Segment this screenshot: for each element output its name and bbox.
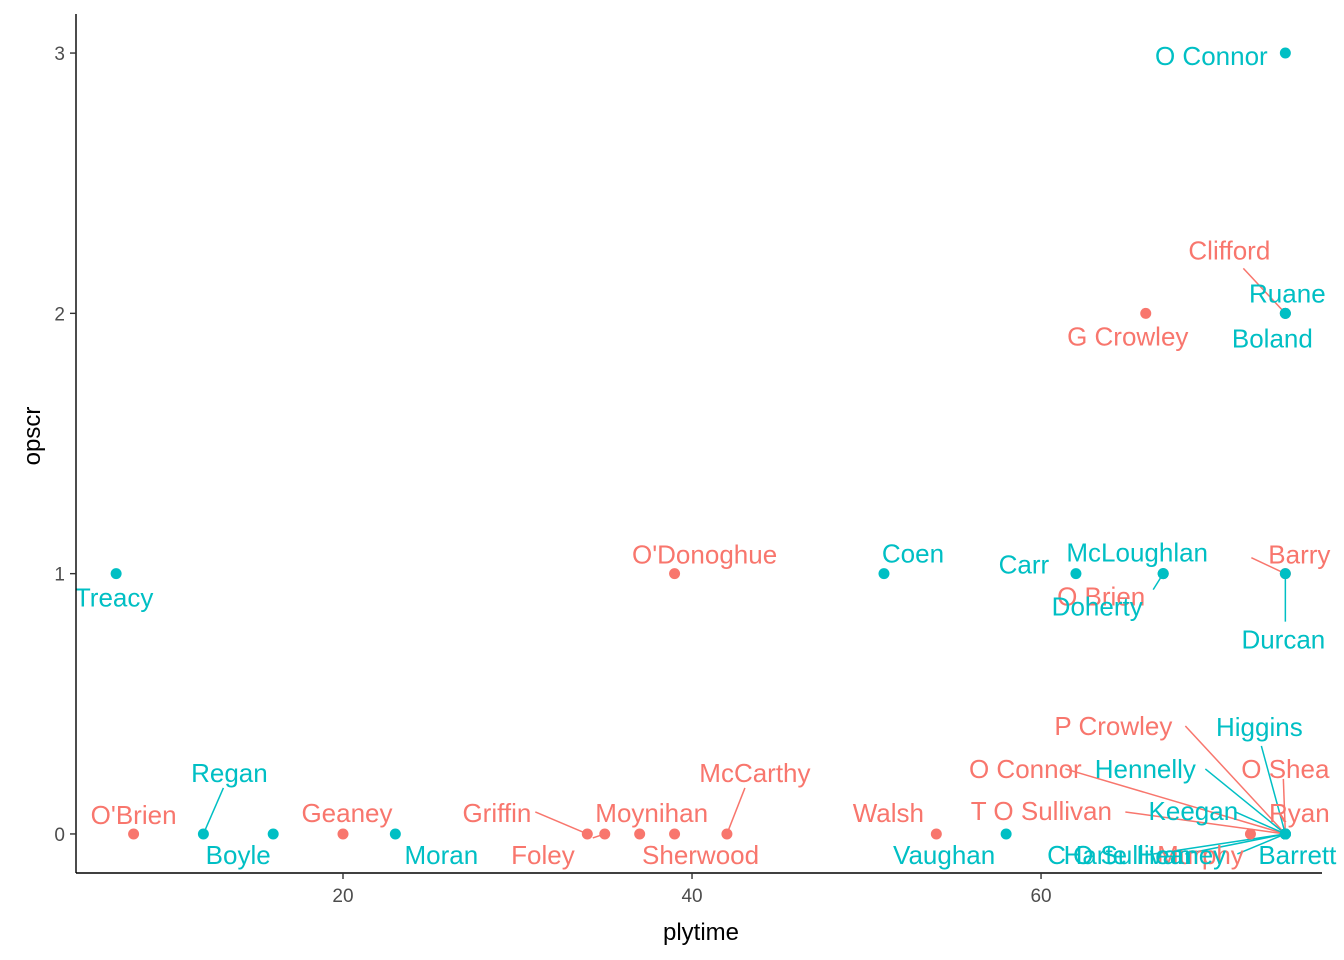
point-label-murphy: Murphy [1157,840,1244,870]
point-label-vaughan: Vaughan [893,840,995,870]
label-connectors [202,267,1287,855]
point-o-brien [128,828,140,840]
point-keegan [1279,828,1291,840]
point-label-carr: Carr [999,550,1050,580]
point-foley [599,828,611,840]
point-label-higgins: Higgins [1216,712,1303,742]
point-label-o-brien: O Brien [1057,582,1145,612]
point-label-regan: Regan [191,758,268,788]
x-tick-label: 20 [332,886,353,907]
label-connector [1204,768,1286,835]
point-durcan [1279,568,1291,580]
point-label-t-o-sullivan: T O Sullivan [971,796,1112,826]
point-label-o-connor: O Connor [969,754,1082,784]
point-o-donoghue [669,568,681,580]
point-label-p-crowley: P Crowley [1054,711,1172,741]
y-tick-label: 2 [54,304,65,325]
label-connector [1184,725,1286,835]
label-connector [1125,811,1286,835]
label-connector [1260,745,1287,835]
point-carr [1070,568,1082,580]
point-label-o-connor: O Connor [1155,41,1268,71]
point-label-geaney: Geaney [301,798,392,828]
point-moynihan [634,828,646,840]
label-connector [1237,833,1286,855]
point-label-g-crowley: G Crowley [1067,321,1188,351]
point-label-keegan: Keegan [1149,796,1239,826]
point-label-mccarthy: McCarthy [699,758,810,788]
point-label-doherty: Doherty [1052,592,1143,622]
point-griffin [581,828,593,840]
point-label-o-brien: O'Brien [91,800,177,830]
point-g-crowley [1140,307,1152,319]
point-label-heaney: Heaney [1137,840,1227,870]
point-walsh [930,828,942,840]
point-label-o-donoghue: O'Donoghue [632,540,777,570]
point-label-coen: Coen [882,539,944,569]
point-label-sherwood: Sherwood [642,840,759,870]
point-label-boland: Boland [1232,323,1313,353]
point-label-harte: Harte [1064,840,1128,870]
point-label-o-shea: O Shea [1241,754,1330,784]
point-label-ryan: Ryan [1269,798,1330,828]
label-connector [1153,833,1286,855]
point-sherwood [669,828,681,840]
point-geaney [337,828,349,840]
point-label-barry: Barry [1268,540,1330,570]
point-label-barrett: Barrett [1258,840,1337,870]
point-doherty [1157,568,1169,580]
point-regan [197,828,209,840]
y-tick-label: 1 [54,565,65,586]
point-label-mcloughlan: McLoughlan [1066,538,1208,568]
point-label-walsh: Walsh [853,798,924,828]
label-connector [1065,768,1286,835]
label-connector [1185,833,1286,855]
point-label-boyle: Boyle [206,840,271,870]
point-label-moynihan: Moynihan [595,798,708,828]
x-tick-label: 60 [1030,886,1051,907]
label-connector [535,811,588,835]
y-tick-label: 0 [54,825,65,846]
label-connector [1242,267,1286,314]
point-label-foley: Foley [511,840,575,870]
label-connector [1282,778,1287,834]
point-label-griffin: Griffin [462,798,531,828]
point-labels: O'Brien Geaney Griffin Foley Moynihan Sherwoo… [75,41,1337,870]
point-label-ruane: Ruane [1249,278,1326,308]
point-ruane [1279,307,1291,319]
point-coen [878,568,890,580]
label-connector [1235,811,1286,835]
point-o-connor [1279,47,1291,59]
point-label-hennelly: Hennelly [1095,754,1196,784]
point-murphy [1244,828,1256,840]
point-label-treacy: Treacy [75,583,154,613]
y-tick-label: 3 [54,44,65,65]
point-vaughan [1000,828,1012,840]
point-label-c-o-sullivan: C O Sullivan [1047,840,1192,870]
x-tick-label: 40 [681,886,702,907]
axis-ticks: 20 40 60 0 1 2 3 [54,44,1051,907]
point-treacy [110,568,122,580]
point-boyle [267,828,279,840]
label-connector [202,787,225,835]
point-mccarthy [721,828,733,840]
data-points [110,47,1291,840]
label-connector [726,787,746,835]
point-label-moran: Moran [405,840,479,870]
x-axis-title: plytime [663,919,739,946]
point-label-clifford: Clifford [1188,235,1270,265]
point-label-durcan: Durcan [1241,625,1325,655]
label-connector [1251,556,1286,575]
y-axis-title: opscr [19,407,46,466]
point-moran [389,828,401,840]
